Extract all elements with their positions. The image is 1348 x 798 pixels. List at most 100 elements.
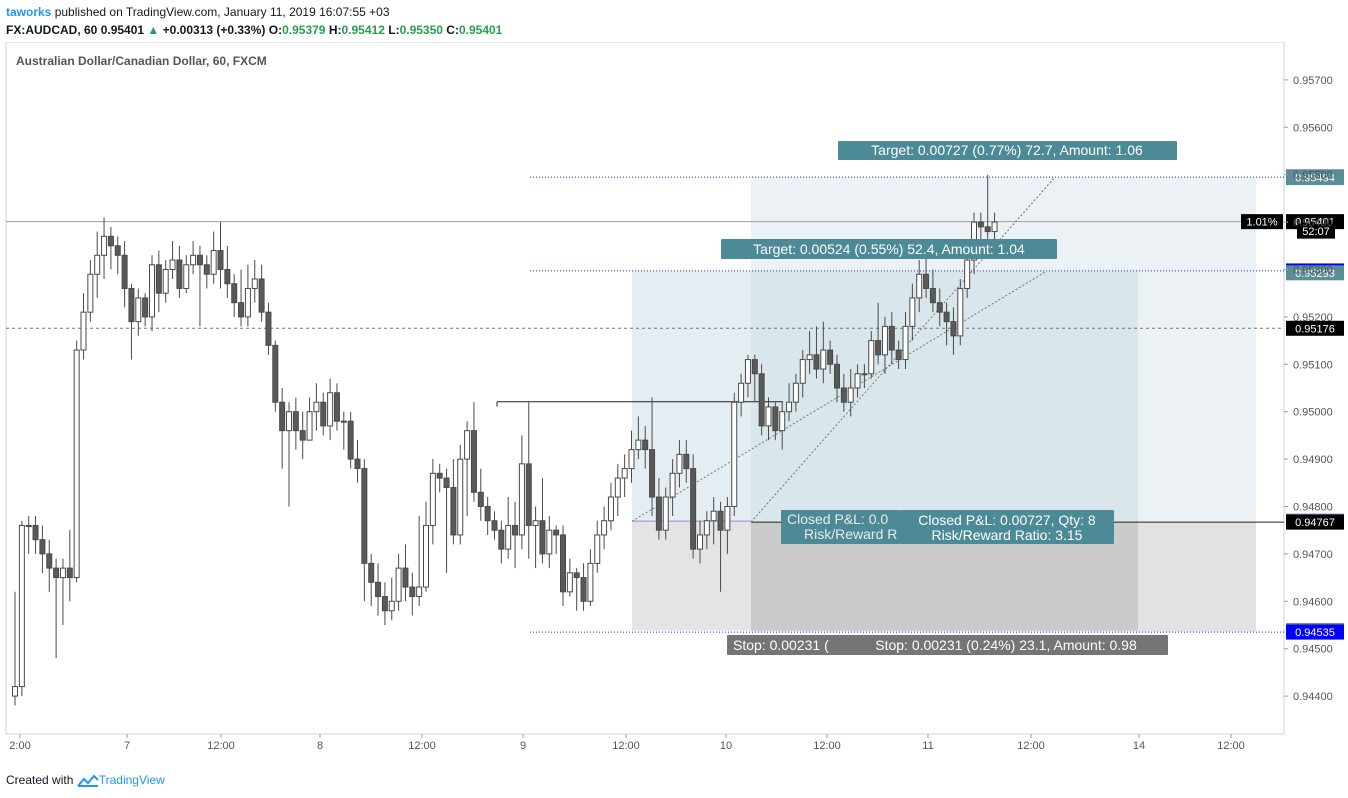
candle-body	[786, 401, 793, 413]
candle-body	[388, 600, 395, 612]
price-chart[interactable]: O 0.944 C 0.9442 H 0.9462 L 0.9438O 0.94…	[0, 42, 1348, 770]
candle-body	[984, 226, 991, 233]
candle: O 0.9489 C 0.9476 H 0.9502 L 0.9469	[525, 402, 532, 559]
candle-body	[251, 278, 258, 289]
candle: O 0.9466 C 0.9465 H 0.9467 L 0.9458	[573, 568, 580, 611]
candle: O 0.9528 C 0.9521 H 0.9531 L 0.9519	[258, 264, 265, 322]
candle: O 0.9512 C 0.9509 H 0.9518 L 0.9507	[813, 326, 820, 379]
candle-body	[607, 496, 614, 522]
candle: O 0.9471 C 0.9476 H 0.9482 L 0.9469	[505, 497, 512, 559]
candle: O 0.9502 C 0.9505 H 0.9509 L 0.9499	[847, 369, 854, 417]
x-tick-label: 12:00	[813, 740, 841, 752]
candle: O 0.9519 C 0.9516 H 0.9522 L 0.9512	[950, 307, 957, 355]
candle: O 0.9518 C 0.9524 H 0.9527 L 0.9515	[909, 283, 916, 341]
created-with-label: Created with	[6, 773, 74, 787]
candle-body	[395, 567, 402, 602]
candle: O 0.9492 C 0.9482 H 0.9503 L 0.9478	[649, 397, 656, 516]
candle: O 0.9483 C 0.948 H 0.9488 L 0.9477	[477, 468, 484, 521]
candle: O 0.9511 C 0.9508 H 0.9512 L 0.9502	[751, 354, 758, 403]
candle: O 0.9467 C 0.9463 H 0.9472 L 0.946	[402, 544, 409, 602]
candle: O 0.953 C 0.9532 H 0.9536 L 0.9528	[169, 241, 176, 279]
candle: O 0.9477 C 0.9479 H 0.9482 L 0.9472	[710, 497, 717, 545]
candle-body	[203, 264, 210, 275]
risk-back-label: Risk/Reward R	[804, 526, 897, 542]
candle-body	[477, 491, 484, 507]
x-tick-label: 12:00	[612, 740, 640, 752]
price-tag	[1286, 170, 1344, 186]
candle: O 0.9474 C 0.9462 H 0.9476 L 0.9459	[560, 525, 566, 607]
candle: O 0.9497 C 0.9504 H 0.9507 L 0.9494	[327, 378, 334, 441]
candle-body	[875, 340, 882, 356]
candle: O 0.9477 C 0.9475 H 0.9479 L 0.9473	[491, 511, 498, 540]
candle: O 0.9497 C 0.9501 H 0.9503 L 0.9494	[765, 397, 772, 441]
candle: O 0.9527 C 0.9523 H 0.9529 L 0.952	[231, 274, 238, 317]
candle: O 0.9473 C 0.947 H 0.9476 L 0.9466	[39, 525, 46, 573]
tradingview-brand-link[interactable]: TradingView	[98, 773, 165, 787]
candle: O 0.9461 C 0.9458 H 0.9464 L 0.9455	[381, 582, 388, 625]
candle: O 0.9523 C 0.9521 H 0.9526 L 0.9518	[936, 288, 943, 327]
candle: O 0.9535 C 0.9533 H 0.9537 L 0.9529	[114, 236, 121, 275]
close-label: C:	[446, 23, 459, 37]
candle: O 0.9526 C 0.9523 H 0.953 L 0.9521	[929, 269, 936, 313]
candle-body	[950, 321, 957, 337]
candle: O 0.9513 C 0.9511 H 0.9515 L 0.9509	[895, 340, 902, 370]
candle-body	[32, 524, 39, 541]
candle-body	[621, 468, 628, 479]
candle: O 0.9496 C 0.9483 H 0.9502 L 0.9481	[470, 402, 477, 502]
candle: O 0.9467 C 0.9465 H 0.9475 L 0.946	[66, 530, 73, 602]
candle: O 0.9531 C 0.9525 H 0.9534 L 0.9521	[155, 250, 162, 313]
candle-body	[957, 287, 964, 337]
low-label: L:	[388, 23, 400, 37]
candle-body	[512, 524, 519, 536]
target-inner-box	[721, 239, 1057, 259]
x-tick-label: 2:00	[9, 740, 30, 752]
candle-body	[238, 302, 245, 318]
candle-body	[881, 325, 888, 356]
candle: O 0.9474 C 0.949 H 0.9493 L 0.9472	[457, 444, 464, 545]
candle: O 0.953 C 0.9527 H 0.9535 L 0.9524	[224, 245, 231, 298]
tradingview-logo-icon	[76, 774, 99, 787]
candle-body	[210, 250, 217, 275]
candle: O 0.9501 C 0.9496 H 0.9502 L 0.9494	[772, 402, 779, 441]
candle-body	[87, 273, 94, 313]
candle: O 0.951 C 0.9505 H 0.9512 L 0.9502	[834, 354, 840, 403]
candle-body	[635, 439, 642, 451]
percent-tag-label: 1.01%	[1246, 217, 1277, 229]
candle: O 0.95 C 0.9496 H 0.9503 L 0.9492	[292, 397, 299, 450]
candle: O 0.948 C 0.9477 H 0.9482 L 0.9474	[484, 497, 491, 535]
candle-body	[327, 392, 334, 427]
trade-path-inner	[631, 270, 1048, 522]
candle: O 0.9534 C 0.953 H 0.954 L 0.9526	[217, 222, 224, 289]
candle: O 0.9521 C 0.9519 H 0.9523 L 0.9514	[943, 302, 950, 346]
candle: O 0.9474 C 0.9477 H 0.948 L 0.9471	[601, 506, 608, 550]
candle: O 0.9502 C 0.9497 H 0.9504 L 0.9495	[320, 392, 327, 436]
y-tick-label: 0.95300	[1293, 265, 1333, 277]
candle: O 0.9463 C 0.9476 H 0.9481 L 0.9462	[423, 501, 429, 592]
candle: O 0.9514 C 0.9502 H 0.9515 L 0.95	[272, 340, 279, 412]
candle: O 0.9496 C 0.95 H 0.9502 L 0.9492	[779, 402, 786, 450]
candle-body	[751, 359, 758, 375]
candle-body	[59, 567, 66, 579]
candle-body	[183, 264, 190, 289]
candle-body	[450, 487, 457, 536]
candle-body	[484, 505, 491, 522]
candle-body	[423, 524, 429, 588]
open-value: 0.95379	[282, 23, 326, 37]
candle-body	[416, 586, 423, 598]
stop-front-label: Stop: 0.00231 (0.24%) 23.1, Amount: 0.98	[875, 637, 1137, 653]
candle: O 0.9502 C 0.9496 H 0.9505 L 0.9488	[279, 388, 286, 469]
x-tick-label: 12:00	[1017, 740, 1045, 752]
candle: O 0.9486 C 0.9488 H 0.9491 L 0.9482	[621, 454, 628, 498]
candle: O 0.9524 C 0.9529 H 0.9532 L 0.9521	[916, 260, 923, 313]
candle-body	[135, 297, 142, 323]
candle: O 0.952 C 0.9526 H 0.9531 L 0.9518	[244, 264, 251, 327]
candle-body	[320, 401, 327, 427]
closed-back-label: Closed P&L: 0.0	[787, 511, 888, 527]
author-link[interactable]: taworks	[6, 5, 52, 19]
candle: O 0.9486 C 0.9484 H 0.9488 L 0.9466	[443, 468, 450, 573]
candle-body	[53, 567, 60, 579]
candle-body	[176, 259, 183, 289]
candle: O 0.9474 C 0.9477 H 0.9479 L 0.9471	[703, 511, 710, 550]
candle: O 0.9465 C 0.946 H 0.9468 L 0.9458	[580, 563, 587, 611]
candle: O 0.9488 C 0.9468 H 0.949 L 0.946	[361, 459, 368, 602]
